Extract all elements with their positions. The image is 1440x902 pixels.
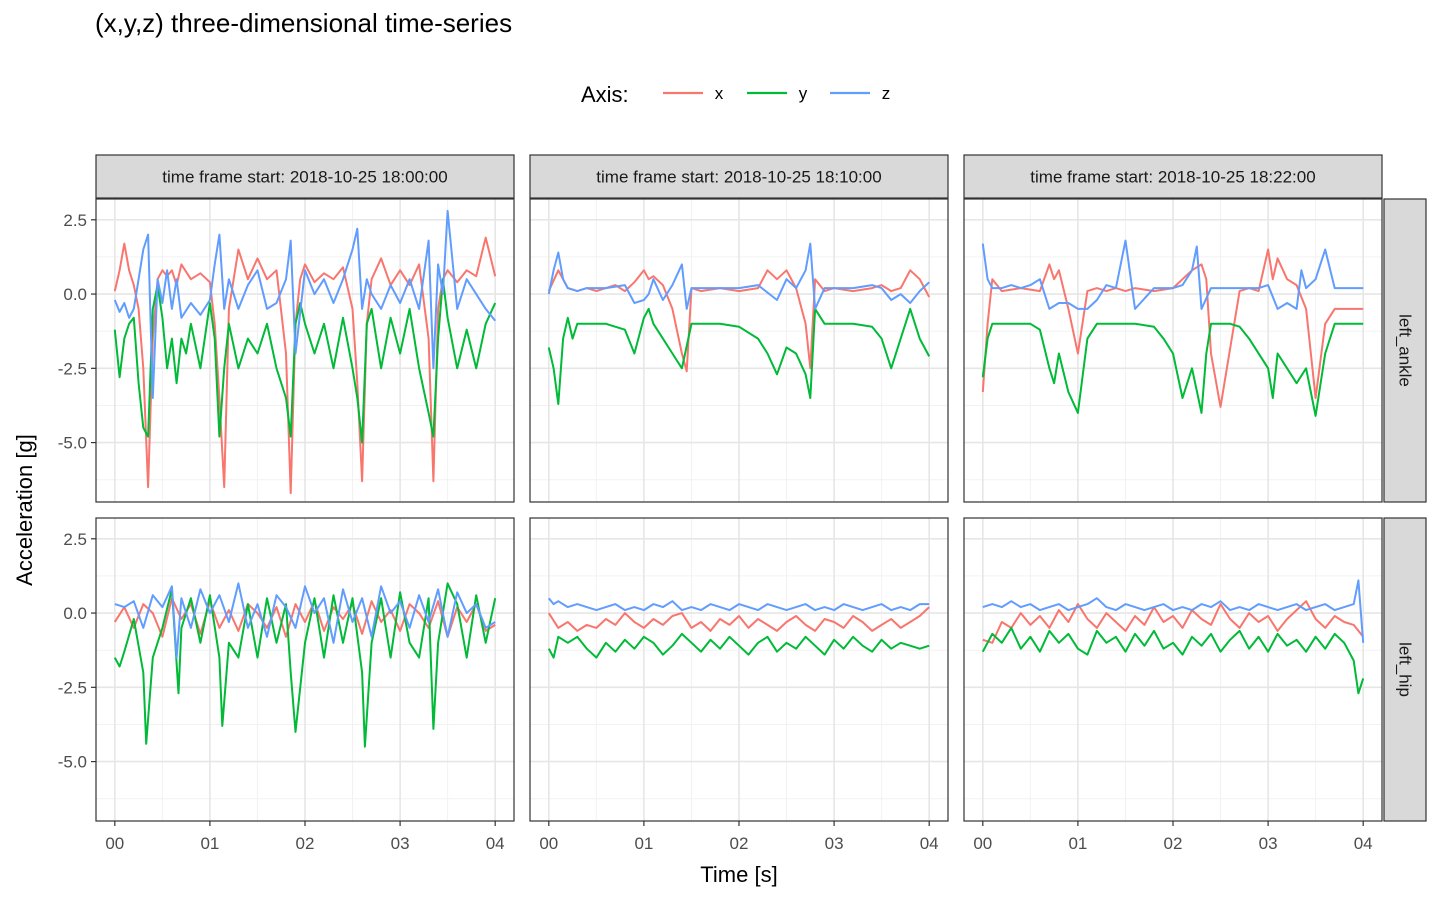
x-tick-label: 02 [730,834,749,853]
series-line-x [547,606,930,632]
x-tick-label: 04 [920,834,939,853]
legend-label: x [715,84,724,103]
series-line-z [114,582,496,659]
y-tick-label: 2.5 [63,530,87,549]
x-tick-label: 01 [200,834,219,853]
y-tick-label: 0.0 [63,604,87,623]
x-tick-label: 00 [539,834,558,853]
series-line-z [982,579,1365,643]
series-line-y [547,632,930,659]
x-tick-label: 02 [296,834,315,853]
series-line-y [113,278,497,444]
facet-strip-label: left_hip [1396,642,1415,697]
facet-strip-column [963,154,1383,199]
y-tick-label: -2.5 [58,678,87,697]
chart-title: (x,y,z) three-dimensional time-series [95,8,513,38]
legend-label: z [882,84,891,103]
x-tick-label: 04 [486,834,505,853]
x-tick-label: 03 [1259,834,1278,853]
facet-strip-label: left_ankle [1396,314,1415,387]
legend-label: y [799,84,808,103]
x-tick-label: 01 [634,834,653,853]
y-tick-label: 2.5 [63,211,87,230]
x-axis-title: Time [s] [700,862,777,887]
series-line-x [981,248,1364,408]
series-line-z [547,242,930,310]
y-tick-label: -5.0 [58,753,87,772]
facet-strip-label: time frame start: 2018-10-25 18:10:00 [596,168,881,187]
facet-strip-row [1383,517,1427,822]
x-tick-label: 00 [973,834,992,853]
legend-title: Axis: [581,82,629,107]
y-axis-title: Acceleration [g] [12,434,37,586]
x-tick-label: 04 [1354,834,1373,853]
panel-border [963,198,1383,503]
facet-strip-column [95,154,515,199]
x-tick-label: 02 [1164,834,1183,853]
facet-strip-label: time frame start: 2018-10-25 18:22:00 [1030,168,1315,187]
y-tick-label: 0.0 [63,285,87,304]
x-tick-label: 03 [391,834,410,853]
facet-strip-label: time frame start: 2018-10-25 18:00:00 [162,168,447,187]
series-line-x [113,597,496,638]
panel-border [529,198,949,503]
series-line-y [981,626,1365,695]
x-tick-label: 03 [825,834,844,853]
y-tick-label: -2.5 [58,359,87,378]
series-line-z [548,597,930,612]
series-line-z [113,209,496,399]
facet-strip-row [1383,198,1427,503]
x-tick-label: 00 [105,834,124,853]
y-tick-label: -5.0 [58,434,87,453]
series-line-y [981,322,1364,417]
x-tick-label: 01 [1068,834,1087,853]
series-line-z [981,239,1364,310]
panel-border [95,198,515,503]
series-line-y [547,307,931,405]
facet-strip-column [529,154,949,199]
